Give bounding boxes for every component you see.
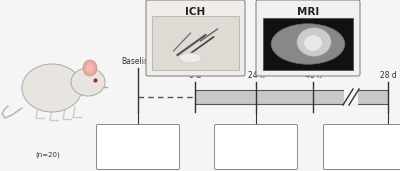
Text: (n=20): (n=20) [36, 152, 60, 158]
Ellipse shape [83, 60, 97, 76]
Text: 24 h: 24 h [248, 71, 264, 80]
Bar [195, 90, 388, 104]
Ellipse shape [297, 28, 331, 56]
Bar [263, 18, 353, 70]
Text: Serum isolation
EVs quantification
& proteomic
analysis: Serum isolation EVs quantification & pro… [335, 132, 395, 162]
Text: ICH: ICH [185, 7, 206, 17]
Ellipse shape [304, 35, 322, 51]
Text: Baseline: Baseline [122, 57, 154, 66]
Text: Serum isolation
EVs quantification
& proteomic
analysis: Serum isolation EVs quantification & pro… [226, 132, 286, 162]
Bar [152, 16, 239, 70]
Ellipse shape [86, 63, 94, 73]
Ellipse shape [271, 24, 345, 64]
Text: 28 d: 28 d [380, 71, 396, 80]
FancyBboxPatch shape [96, 124, 180, 169]
FancyBboxPatch shape [146, 0, 245, 76]
Text: 0 d: 0 d [189, 71, 201, 80]
Text: Serum isolation
EVs quantification
& proteomic
analysis: Serum isolation EVs quantification & pro… [108, 132, 168, 162]
Ellipse shape [71, 68, 105, 96]
FancyBboxPatch shape [324, 124, 400, 169]
Bar [344, 89, 358, 105]
FancyBboxPatch shape [256, 0, 360, 76]
Text: MRI: MRI [297, 7, 319, 17]
Ellipse shape [180, 53, 202, 63]
FancyBboxPatch shape [214, 124, 298, 169]
Text: 48 h: 48 h [304, 71, 322, 80]
Ellipse shape [22, 64, 82, 112]
